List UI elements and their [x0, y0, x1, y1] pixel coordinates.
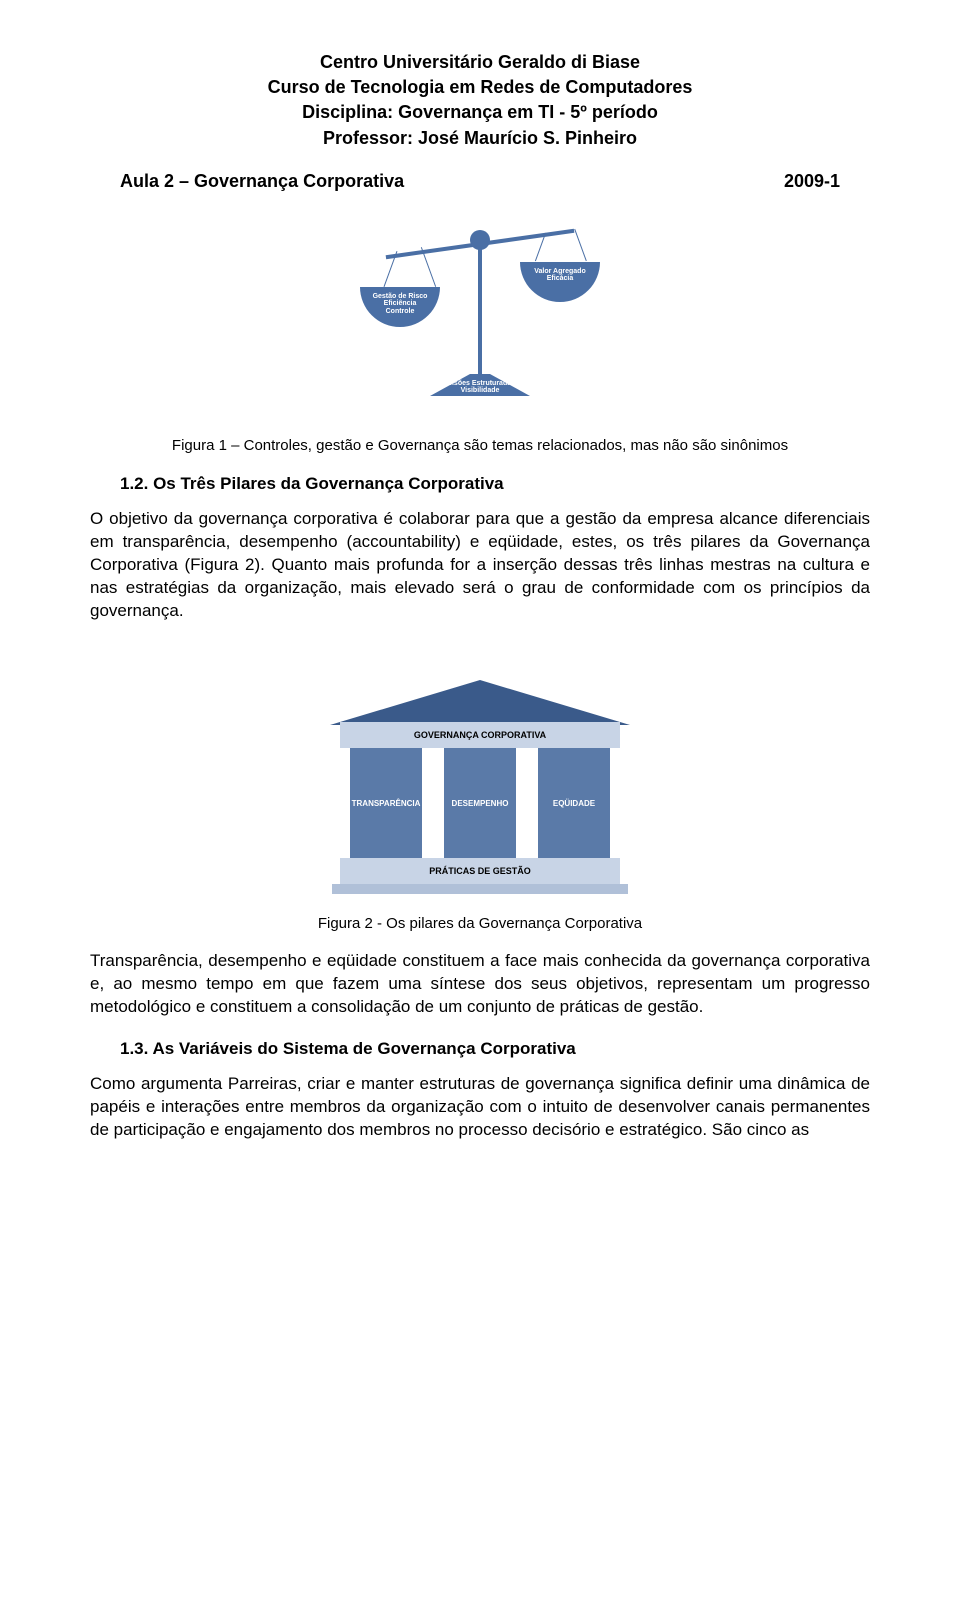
section-1-3-para: Como argumenta Parreiras, criar e manter… — [90, 1073, 870, 1142]
temple-roof — [330, 680, 630, 725]
section-1-2-para: O objetivo da governança corporativa é c… — [90, 508, 870, 623]
pan-left-text: Gestão de Risco Eficiência Controle — [360, 287, 440, 316]
base-line: Decisões Estruturadas e — [420, 380, 540, 388]
header-line: Curso de Tecnologia em Redes de Computad… — [90, 75, 870, 100]
pillar-3: EQÜIDADE — [538, 748, 610, 858]
para-after-figure-2: Transparência, desempenho e eqüidade con… — [90, 950, 870, 1019]
scale-pan-left: Gestão de Risco Eficiência Controle — [360, 287, 440, 327]
lesson-title: Aula 2 – Governança Corporativa — [120, 171, 404, 192]
pan-line: Eficiência — [360, 300, 440, 308]
temple-plinth — [332, 884, 628, 894]
figure-2: GOVERNANÇA CORPORATIVA TRANSPARÊNCIA DES… — [90, 640, 870, 932]
scale-string — [574, 229, 587, 261]
header-line: Centro Universitário Geraldo di Biase — [90, 50, 870, 75]
pan-right-text: Valor Agregado Eficácia — [520, 262, 600, 283]
pan-line: Controle — [360, 308, 440, 316]
pillar-2: DESEMPENHO — [444, 748, 516, 858]
pan-line: Gestão de Risco — [360, 293, 440, 301]
base-line: Visibilidade — [420, 387, 540, 395]
scale-base-text: Decisões Estruturadas e Visibilidade — [420, 380, 540, 395]
balance-scale-diagram: Gestão de Risco Eficiência Controle Valo… — [330, 222, 630, 422]
temple-base-band: PRÁTICAS DE GESTÃO — [340, 858, 620, 884]
figure-1: Gestão de Risco Eficiência Controle Valo… — [90, 222, 870, 454]
pan-line: Valor Agregado — [520, 268, 600, 276]
lesson-term: 2009-1 — [784, 171, 840, 192]
doc-header: Centro Universitário Geraldo di Biase Cu… — [90, 50, 870, 151]
temple-pillars: TRANSPARÊNCIA DESEMPENHO EQÜIDADE — [350, 748, 610, 858]
temple-diagram: GOVERNANÇA CORPORATIVA TRANSPARÊNCIA DES… — [320, 640, 640, 900]
scale-pan-right: Valor Agregado Eficácia — [520, 262, 600, 302]
temple-entablature: GOVERNANÇA CORPORATIVA — [340, 722, 620, 748]
header-line: Professor: José Maurício S. Pinheiro — [90, 126, 870, 151]
pillar-1: TRANSPARÊNCIA — [350, 748, 422, 858]
header-line: Disciplina: Governança em TI - 5º períod… — [90, 100, 870, 125]
figure-2-caption: Figura 2 - Os pilares da Governança Corp… — [90, 915, 870, 932]
scale-post — [478, 237, 482, 377]
lesson-subheader: Aula 2 – Governança Corporativa 2009-1 — [90, 171, 870, 192]
figure-1-caption: Figura 1 – Controles, gestão e Governanç… — [90, 437, 870, 454]
section-1-2-title: 1.2. Os Três Pilares da Governança Corpo… — [120, 474, 870, 494]
section-1-3-title: 1.3. As Variáveis do Sistema de Governan… — [120, 1039, 870, 1059]
pan-line: Eficácia — [520, 275, 600, 283]
